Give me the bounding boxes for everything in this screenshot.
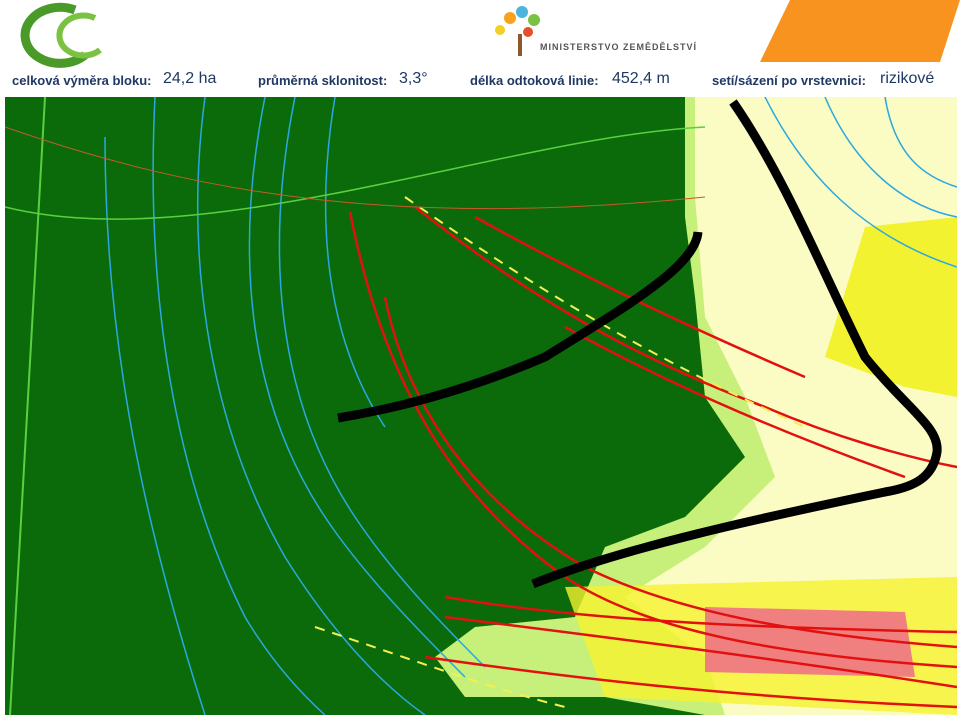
boundary-dashed bbox=[314, 626, 566, 708]
logo-right bbox=[760, 0, 960, 62]
stat-value: 3,3° bbox=[399, 70, 428, 87]
stat-value: rizikové bbox=[880, 70, 935, 87]
logo-left bbox=[20, 2, 88, 68]
logo-tree bbox=[495, 6, 540, 56]
road bbox=[5, 126, 706, 220]
drainage-line bbox=[531, 99, 942, 589]
map bbox=[5, 97, 957, 715]
parcel-line bbox=[5, 126, 706, 210]
stat-value: 452,4 m bbox=[612, 70, 670, 87]
logo-left bbox=[56, 12, 102, 59]
boundary-dashed bbox=[404, 196, 806, 428]
stat-label: průměrná sklonitost: bbox=[258, 73, 388, 88]
stat-label: délka odtoková linie: bbox=[470, 73, 599, 88]
logos bbox=[20, 0, 960, 68]
stat-label: setí/sázení po vrstevnici: bbox=[712, 73, 866, 88]
stat-value: 24,2 ha bbox=[163, 70, 217, 87]
drainage-line bbox=[337, 231, 703, 423]
stat-label: celková výměra bloku: bbox=[12, 73, 152, 88]
contour-lines bbox=[104, 97, 957, 715]
logo-text: MINISTERSTVO ZEMĚDĚLSTVÍ bbox=[540, 42, 698, 52]
road bbox=[9, 97, 46, 715]
